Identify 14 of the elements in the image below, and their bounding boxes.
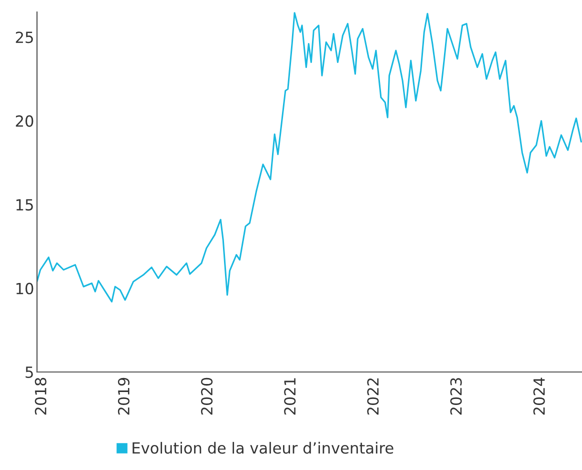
legend-label: Evolution de la valeur d’inventaire bbox=[132, 442, 394, 454]
x-tick-label: 2022 bbox=[367, 378, 379, 415]
y-tick-label: 15 bbox=[16, 199, 33, 211]
x-tick-label: 2019 bbox=[118, 378, 130, 415]
y-tick-label: 5 bbox=[26, 366, 33, 378]
y-tick-label: 10 bbox=[16, 282, 34, 294]
y-tick-label: 20 bbox=[16, 115, 34, 127]
x-tick-label: 2023 bbox=[450, 378, 462, 415]
line-series bbox=[37, 12, 582, 302]
x-tick-label: 2018 bbox=[34, 378, 46, 415]
x-tick-label: 2021 bbox=[284, 378, 296, 415]
x-tick-label: 2024 bbox=[533, 378, 545, 415]
y-tick-label: 25 bbox=[16, 32, 33, 44]
x-tick-label: 2020 bbox=[201, 378, 213, 415]
